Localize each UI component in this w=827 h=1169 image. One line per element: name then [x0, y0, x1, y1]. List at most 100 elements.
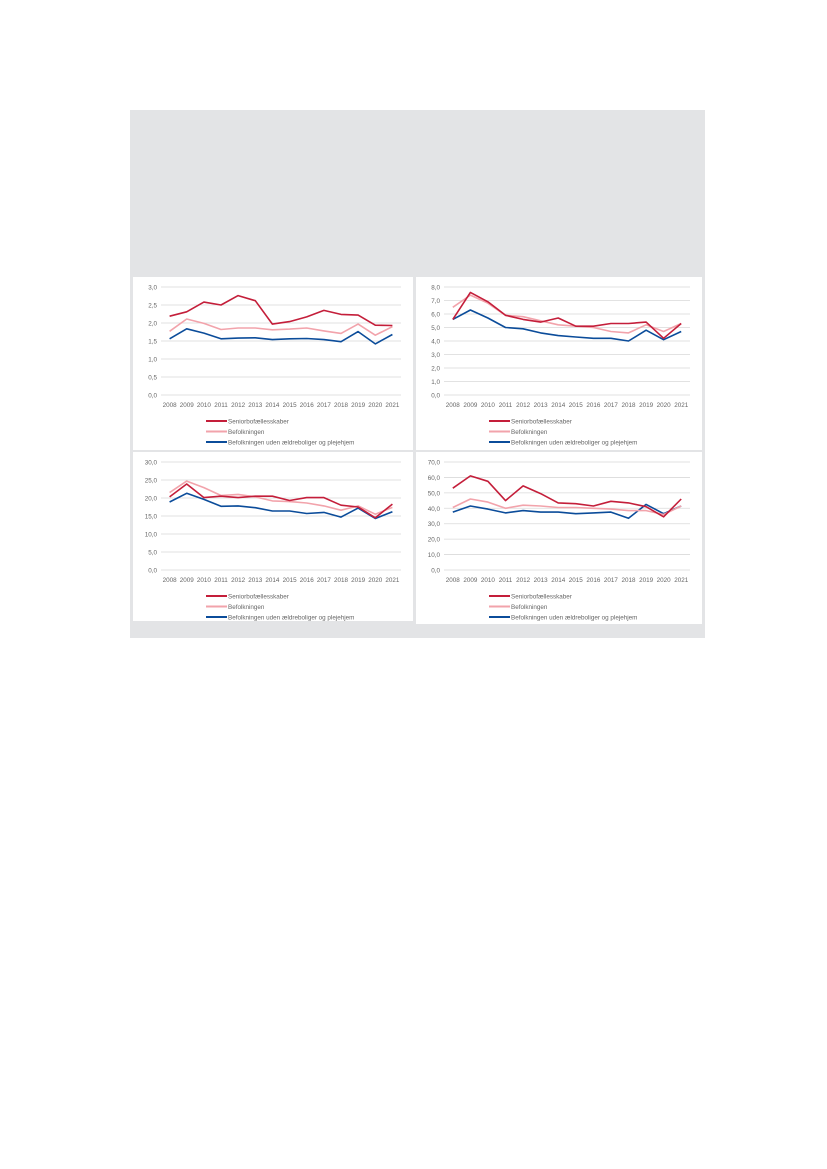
series-line-befolkning: [452, 294, 682, 334]
chart-panel-3: 0,0 5,0 10,0 15,0 20,0 25,0 30,0 2008 2009 2010 20…: [133, 452, 413, 621]
series-line-befolkning: [169, 318, 393, 337]
x-tick-label: 2016: [586, 577, 601, 584]
x-tick-label: 2015: [569, 402, 584, 409]
x-tick-label: 2012: [231, 577, 246, 584]
x-tick-label: 2011: [214, 402, 228, 409]
x-tick-label: 2014: [551, 577, 566, 584]
legend-label-senior: Seniorbofællesskaber: [511, 593, 572, 600]
legend-label-senior: Seniorbofællesskaber: [228, 418, 289, 425]
legend-label-senior: Seniorbofællesskaber: [511, 418, 572, 425]
y-tick-label: 2,5: [148, 303, 157, 310]
x-tick-label: 2020: [657, 577, 672, 584]
x-tick-label: 2010: [197, 577, 212, 584]
x-tick-label: 2012: [231, 402, 246, 409]
y-tick-label: 5,0: [148, 550, 157, 557]
x-tick-label: 2018: [334, 577, 349, 584]
y-tick-label: 20,0: [145, 496, 158, 503]
x-tick-label: 2011: [499, 402, 513, 409]
x-tick-label: 2016: [300, 577, 315, 584]
x-tick-label: 2021: [385, 577, 400, 584]
x-tick-label: 2020: [368, 577, 383, 584]
x-tick-label: 2008: [446, 577, 461, 584]
x-tick-label: 2021: [674, 577, 689, 584]
x-tick-label: 2019: [351, 577, 366, 584]
x-tick-label: 2008: [163, 577, 178, 584]
y-tick-label: 6,0: [431, 312, 440, 319]
y-tick-label: 10,0: [428, 552, 441, 559]
x-tick-label: 2017: [604, 577, 619, 584]
y-tick-label: 50,0: [428, 490, 441, 497]
x-tick-label: 2015: [283, 577, 298, 584]
x-tick-label: 2014: [265, 577, 280, 584]
chart-panel-1: 0,0 0,5 1,0 1,5 2,0 2,5 3,0 2008 2009 2010 2011 201…: [133, 277, 413, 450]
x-tick-label: 2015: [569, 577, 584, 584]
x-tick-label: 2020: [368, 402, 383, 409]
x-tick-label: 2018: [621, 402, 636, 409]
x-tick-label: 2008: [163, 402, 178, 409]
y-tick-label: 3,0: [148, 285, 157, 292]
x-tick-label: 2020: [657, 402, 672, 409]
x-tick-label: 2015: [283, 402, 298, 409]
figure-frame: 0,0 0,5 1,0 1,5 2,0 2,5 3,0 2008 2009 2010 2011 201…: [130, 110, 705, 638]
x-tick-label: 2009: [463, 402, 478, 409]
x-tick-label: 2012: [516, 577, 531, 584]
x-tick-label: 2009: [180, 402, 195, 409]
legend-label-befolkning: Befolkningen: [511, 604, 548, 611]
y-tick-label: 1,0: [431, 379, 440, 386]
x-tick-label: 2021: [674, 402, 689, 409]
y-tick-label: 0,0: [148, 568, 157, 575]
x-tick-label: 2013: [248, 402, 263, 409]
x-tick-label: 2016: [300, 402, 315, 409]
y-tick-label: 0,0: [431, 393, 440, 400]
x-tick-label: 2013: [534, 402, 549, 409]
x-tick-label: 2013: [248, 577, 263, 584]
y-tick-label: 0,5: [148, 375, 157, 382]
legend-label-befolkning: Befolkningen: [511, 429, 548, 436]
x-tick-label: 2017: [317, 577, 332, 584]
series-line-uden: [452, 309, 682, 342]
x-tick-label: 2009: [463, 577, 478, 584]
y-tick-label: 60,0: [428, 475, 441, 482]
legend-label-senior: Seniorbofællesskaber: [228, 593, 289, 600]
x-tick-label: 2008: [446, 402, 461, 409]
x-tick-label: 2011: [214, 577, 228, 584]
x-tick-label: 2010: [481, 577, 496, 584]
x-tick-label: 2009: [180, 577, 195, 584]
x-tick-label: 2014: [265, 402, 280, 409]
y-tick-label: 1,5: [148, 339, 157, 346]
y-tick-label: 3,0: [431, 352, 440, 359]
x-tick-label: 2013: [534, 577, 549, 584]
series-line-senior: [169, 294, 393, 327]
series-line-senior: [452, 291, 682, 340]
y-tick-label: 1,0: [148, 357, 157, 364]
y-tick-label: 8,0: [431, 285, 440, 292]
y-tick-label: 30,0: [145, 460, 158, 467]
x-tick-label: 2010: [197, 402, 212, 409]
y-tick-label: 0,0: [431, 568, 440, 575]
legend-label-uden: Befolkningen uden ældreboliger og plejeh…: [511, 439, 637, 446]
chart-panel-2: 0,0 1,0 2,0 3,0 4,0 5,0 6,0 7,0 8,0 2008 2009 2010 2…: [416, 277, 702, 450]
x-tick-label: 2019: [639, 402, 654, 409]
legend-label-befolkning: Befolkningen: [228, 604, 265, 611]
x-tick-label: 2017: [317, 402, 332, 409]
legend-label-uden: Befolkningen uden ældreboliger og plejeh…: [511, 614, 637, 621]
x-tick-label: 2016: [586, 402, 601, 409]
x-tick-label: 2021: [385, 402, 400, 409]
x-tick-label: 2018: [621, 577, 636, 584]
y-tick-label: 20,0: [428, 537, 441, 544]
legend-label-befolkning: Befolkningen: [228, 429, 265, 436]
series-line-uden: [169, 327, 393, 345]
y-tick-label: 30,0: [428, 521, 441, 528]
x-tick-label: 2012: [516, 402, 531, 409]
series-line-senior: [169, 483, 393, 519]
series-line-uden: [169, 492, 393, 520]
x-tick-label: 2019: [351, 402, 366, 409]
series-line-befolkning: [452, 498, 682, 516]
y-tick-label: 10,0: [145, 532, 158, 539]
y-tick-label: 2,0: [148, 321, 157, 328]
y-tick-label: 70,0: [428, 460, 441, 467]
legend-label-uden: Befolkningen uden ældreboliger og plejeh…: [228, 614, 354, 621]
y-tick-label: 25,0: [145, 478, 158, 485]
